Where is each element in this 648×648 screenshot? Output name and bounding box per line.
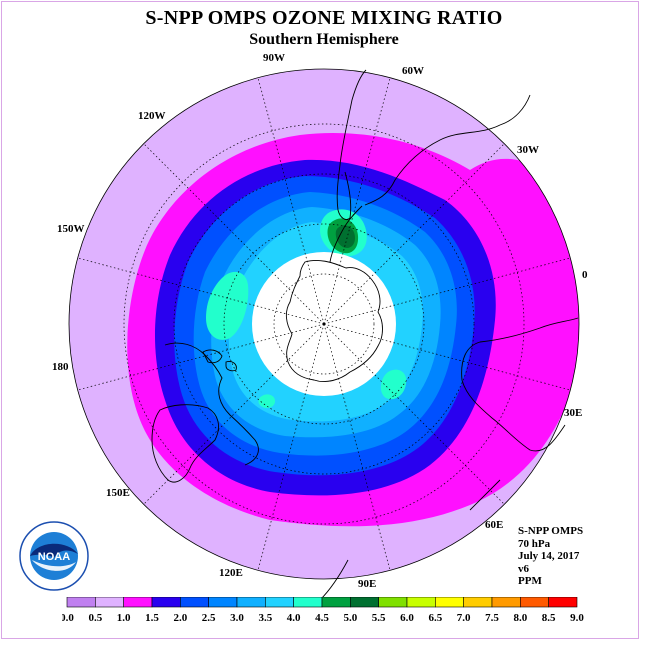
lon-label-60w: 60W — [402, 65, 424, 77]
disk-outline — [68, 68, 580, 580]
colorbar-tick-label: 3.0 — [230, 612, 244, 624]
colorbar-tick-label: 5.5 — [372, 612, 386, 624]
meridian-line — [323, 77, 391, 325]
colorbar-tick-label: 0.5 — [88, 612, 102, 624]
map-subtitle: Southern Hemisphere — [249, 31, 399, 48]
colorbar-swatch — [208, 597, 238, 608]
colorbar-tick-label: 3.5 — [258, 612, 272, 624]
colorbar-tick-label: 4.0 — [287, 612, 301, 624]
colorbar-tick-label: 6.0 — [400, 612, 414, 624]
meridian-line — [257, 77, 325, 325]
colorbar-swatch — [378, 597, 408, 608]
lon-label-150e: 150E — [106, 487, 130, 499]
colorbar-swatch — [151, 597, 181, 608]
meridian-line — [323, 323, 571, 391]
colorbar-swatch — [66, 597, 96, 608]
longitude-labels: 90W 60W 30W 0 30E 60E 90E 120E 150E 180 … — [52, 52, 588, 590]
colorbar-swatch — [293, 597, 323, 608]
dark-green-patch — [335, 225, 355, 248]
info-pressure-level: 70 hPa — [518, 537, 551, 550]
lon-label-0: 0 — [582, 269, 588, 281]
colorbar-swatch — [95, 597, 124, 608]
meridian-line — [257, 323, 325, 571]
noaa-logo-text: NOAA — [38, 551, 70, 563]
lon-label-90e: 90E — [358, 578, 376, 590]
latitude-circle-mid — [223, 223, 425, 425]
meridian-line — [323, 323, 391, 571]
lon-label-150w: 150W — [57, 223, 85, 235]
lon-label-30e: 30E — [564, 407, 582, 419]
colorbar-tick-label: 0.0 — [62, 612, 74, 624]
aqua-patch-southeast — [380, 369, 407, 400]
colorbar-swatch — [350, 597, 379, 608]
australia-coastline — [151, 342, 259, 483]
colorbar-swatch — [265, 597, 294, 608]
info-date: July 14, 2017 — [518, 550, 580, 562]
lon-label-90w: 90W — [263, 52, 285, 64]
latitude-circle-inner — [273, 273, 375, 375]
colorbar-swatch — [548, 597, 578, 608]
colorbar-swatches — [66, 597, 578, 608]
page-frame — [1, 1, 639, 639]
latitude-circle-edge — [123, 123, 525, 525]
meridian-line — [323, 257, 571, 325]
colorbar-tick-label: 2.5 — [202, 612, 216, 624]
colorbar-swatch — [463, 597, 493, 608]
colorbar-tick-label: 5.0 — [343, 612, 357, 624]
lon-label-60e: 60E — [485, 519, 503, 531]
colorbar-tick-label: 8.5 — [542, 612, 556, 624]
colorbar-tick-label: 4.5 — [315, 612, 329, 624]
lon-label-30w: 30W — [517, 144, 539, 156]
antarctic-peninsula — [329, 205, 363, 263]
south-america-coastline — [336, 69, 531, 221]
colorbar-tick-label: 9.0 — [570, 612, 584, 624]
latitude-circle-outer — [173, 173, 475, 475]
colorbar-swatch — [321, 597, 351, 608]
meridian-line — [143, 323, 325, 505]
south-pole-dot — [322, 322, 326, 326]
colorbar: 0.0 0.5 1.0 1.5 2.0 2.5 3.0 3.5 4.0 4.5 5.0 5.5 6.0 6… — [62, 597, 584, 624]
noaa-logo: NOAA — [18, 520, 90, 592]
info-block: S-NPP OMPS 70 hPa July 14, 2017 v6 PPM — [518, 525, 583, 588]
colorbar-swatch — [406, 597, 436, 608]
colorbar-swatch — [491, 597, 521, 608]
map-title: S-NPP OMPS OZONE MIXING RATIO — [145, 7, 503, 29]
colorbar-tick-label: 6.5 — [428, 612, 442, 624]
colorbar-tick-label: 7.0 — [457, 612, 471, 624]
new-zealand-coastline — [202, 349, 237, 372]
aqua-patch-west — [206, 271, 249, 340]
info-units: PPM — [518, 575, 542, 587]
meridian-line — [77, 257, 325, 325]
info-satellite: S-NPP OMPS — [518, 525, 584, 537]
colorbar-swatch — [123, 597, 153, 608]
colorbar-tick-label: 7.5 — [485, 612, 499, 624]
colorbar-tick-label: 1.5 — [145, 612, 159, 624]
meridian-line — [323, 143, 505, 325]
meridian-line — [143, 143, 325, 325]
colorbar-swatch — [435, 597, 464, 608]
info-version: v6 — [518, 562, 529, 575]
graticule — [77, 77, 571, 571]
africa-coastline — [461, 317, 579, 452]
meridian-line — [323, 323, 505, 505]
colorbar-labels: 0.0 0.5 1.0 1.5 2.0 2.5 3.0 3.5 4.0 4.5 5.0 5.5 6.0 6… — [62, 612, 584, 624]
colorbar-swatch — [236, 597, 266, 608]
colorbar-swatch — [520, 597, 549, 608]
lon-label-120e: 120E — [219, 567, 243, 579]
meridian-line — [77, 323, 325, 391]
lon-label-120w: 120W — [138, 110, 166, 122]
colorbar-tick-label: 8.0 — [513, 612, 527, 624]
colorbar-tick-label: 2.0 — [173, 612, 187, 624]
colorbar-tick-label: 1.0 — [117, 612, 131, 624]
aqua-patch-south — [258, 394, 276, 409]
colorbar-swatch — [180, 597, 209, 608]
lon-label-180: 180 — [52, 361, 69, 373]
